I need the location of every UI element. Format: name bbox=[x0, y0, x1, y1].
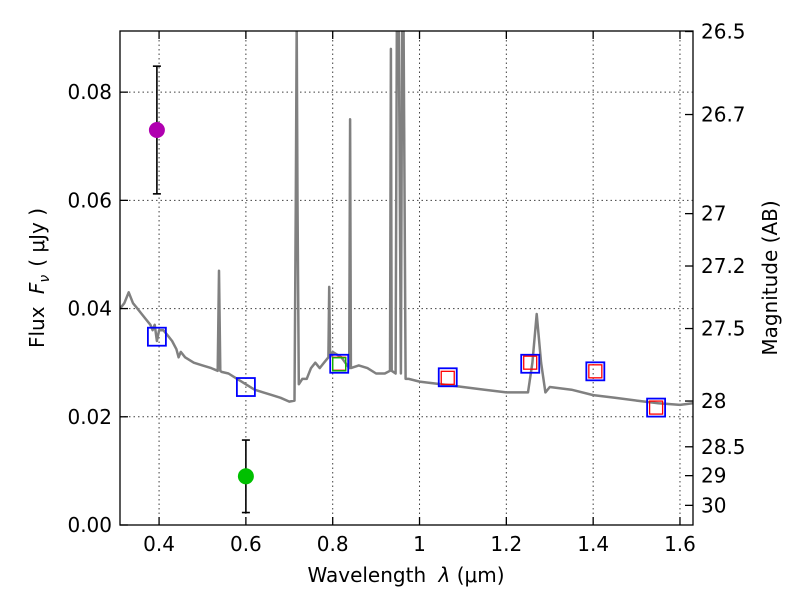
x-tick-label: 0.8 bbox=[317, 532, 349, 556]
x-tick-label: 1.2 bbox=[490, 532, 522, 556]
observed-photometry-square bbox=[440, 370, 455, 385]
x-axis-title: Wavelength λ (μm) bbox=[307, 563, 504, 587]
y-tick-label: 0.06 bbox=[67, 188, 112, 212]
model-photometry-square bbox=[585, 361, 606, 382]
model-photometry-square bbox=[329, 353, 350, 374]
y2-tick-label: 28.5 bbox=[701, 435, 746, 459]
y-tick-label: 0.08 bbox=[67, 80, 112, 104]
model-photometry-square bbox=[520, 353, 541, 374]
observed-photometry-square bbox=[648, 400, 664, 415]
photometry-markers bbox=[146, 65, 667, 514]
x-tick-label: 1.6 bbox=[664, 532, 696, 556]
y2-tick-label: 27 bbox=[701, 202, 726, 226]
y2-axis-title: Magnitude (AB) bbox=[758, 200, 782, 355]
detection-point bbox=[148, 122, 165, 139]
x-tick-label: 1 bbox=[413, 532, 426, 556]
model-photometry-square bbox=[146, 326, 167, 347]
y2-tick-label: 29 bbox=[701, 464, 726, 488]
y2-tick-label: 27.5 bbox=[701, 317, 746, 341]
model-photometry-square bbox=[646, 397, 667, 418]
y-axis-title: Flux Fν( μJy ) bbox=[25, 208, 53, 348]
sed-model-line bbox=[120, 31, 693, 407]
y2-tick-label: 30 bbox=[701, 493, 726, 517]
grid-lines bbox=[120, 31, 693, 525]
axis-ticks bbox=[120, 30, 693, 526]
y2-tick-label: 26.5 bbox=[701, 20, 746, 44]
observed-photometry-square bbox=[332, 357, 347, 372]
y2-tick-label: 26.7 bbox=[701, 103, 746, 127]
plot-frame bbox=[119, 30, 694, 526]
y-tick-label: 0.02 bbox=[67, 405, 112, 429]
y2-tick-label: 27.2 bbox=[701, 254, 746, 278]
tick-labels: 0.4 0.6 0.8 1 1.2 1.4 1.6 0.00 0.02 0.04 0.06 0.08 2… bbox=[67, 20, 745, 556]
detection-point bbox=[237, 468, 254, 485]
y-tick-label: 0.04 bbox=[67, 297, 112, 321]
x-tick-label: 0.6 bbox=[230, 532, 262, 556]
y-tick-label: 0.00 bbox=[67, 513, 112, 537]
model-photometry-square bbox=[437, 367, 458, 388]
y2-tick-label: 28 bbox=[701, 389, 726, 413]
model-photometry-square bbox=[235, 377, 256, 397]
observed-photometry-square bbox=[523, 355, 538, 370]
sed-model-path bbox=[120, 31, 693, 407]
x-tick-label: 0.4 bbox=[143, 532, 175, 556]
x-tick-label: 1.4 bbox=[577, 532, 609, 556]
observed-photometry-square bbox=[588, 364, 603, 379]
